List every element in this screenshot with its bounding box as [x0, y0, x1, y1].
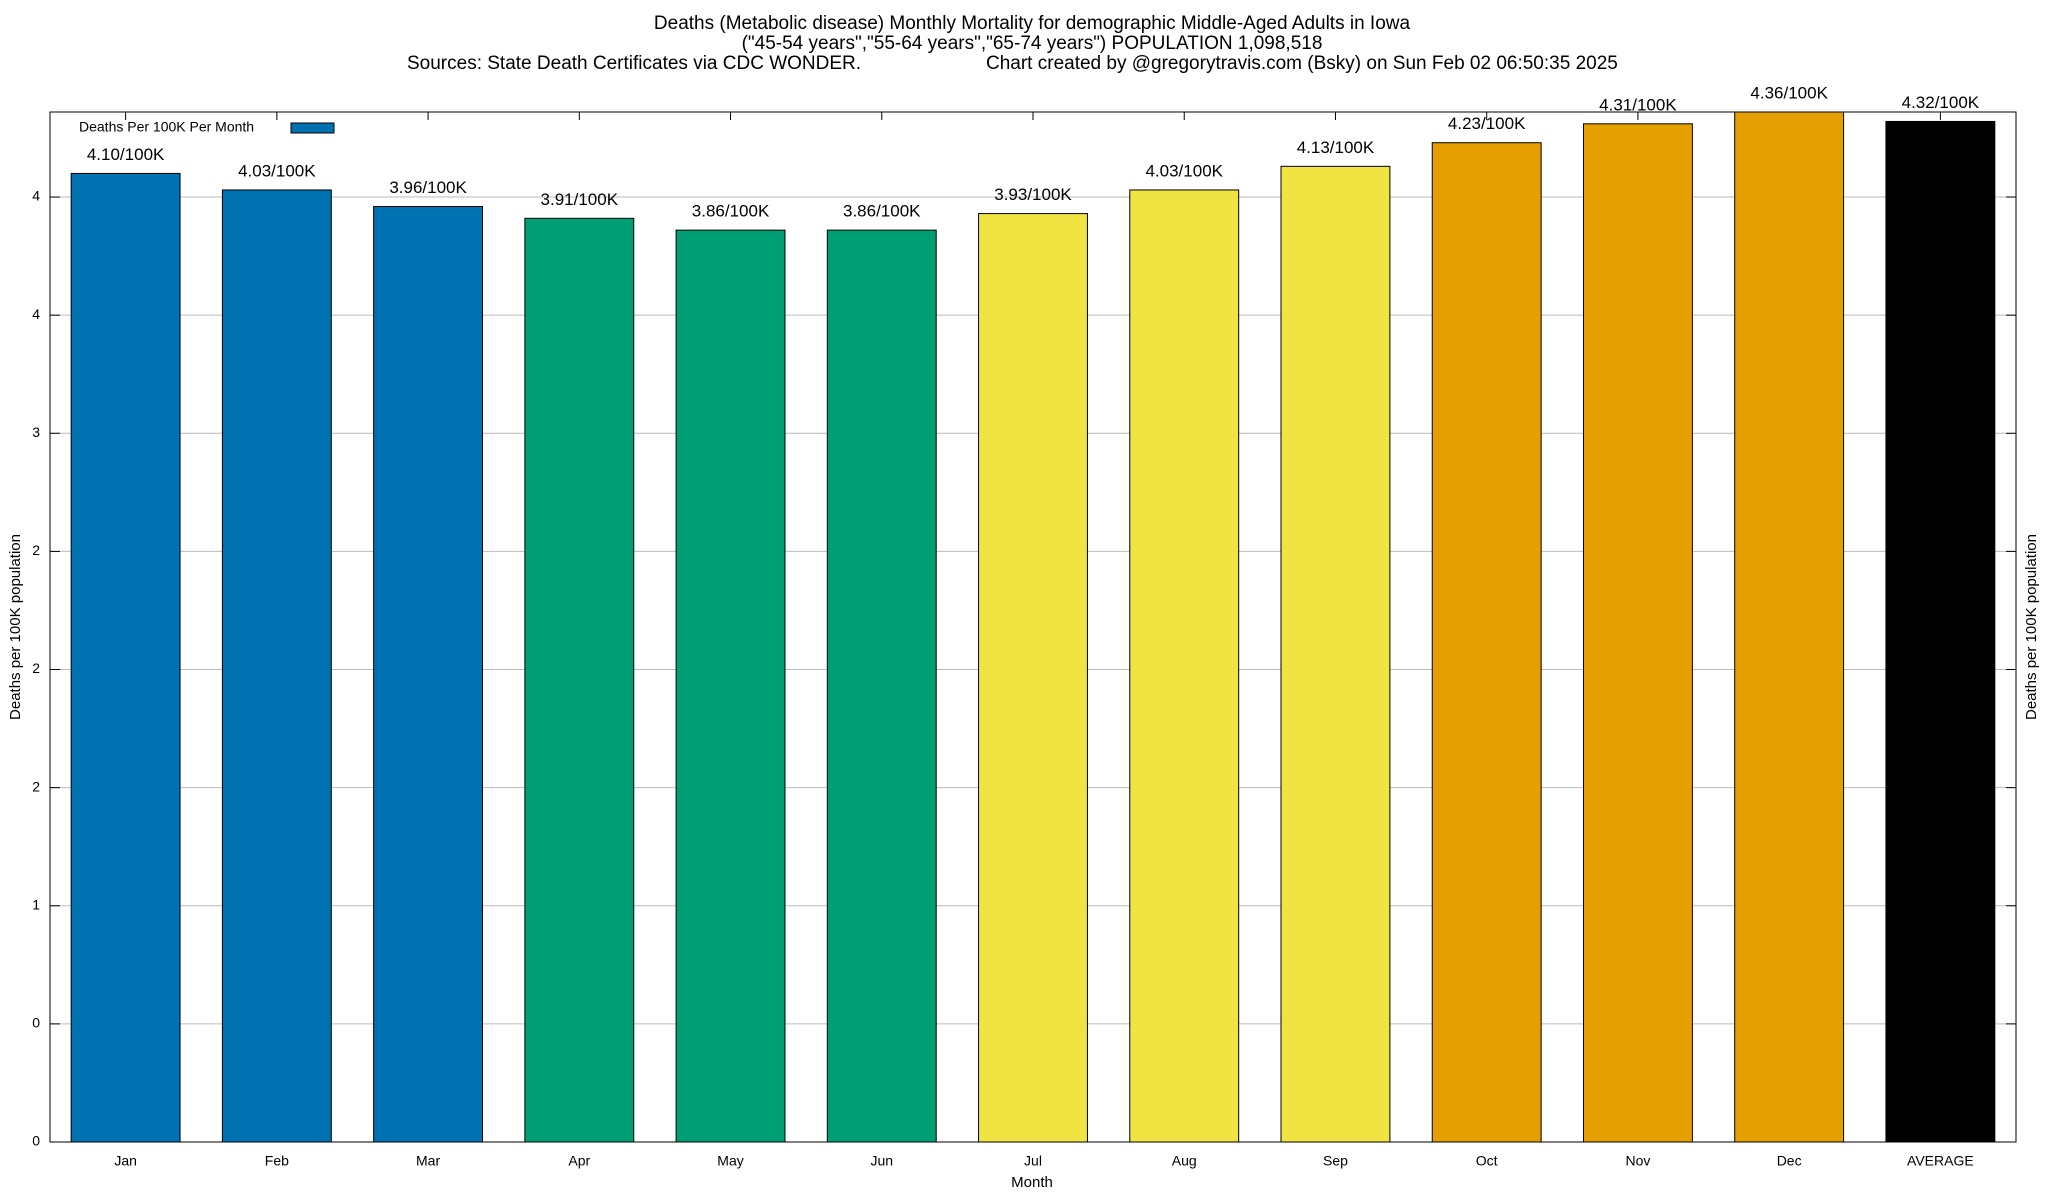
bar	[978, 213, 1088, 1143]
x-axis-label: Month	[1011, 1174, 1053, 1191]
bar	[70, 172, 181, 1143]
value-label: 4.36/100K	[1750, 83, 1828, 102]
legend-swatch	[290, 122, 335, 134]
chart-title: Deaths (Metabolic disease) Monthly Morta…	[654, 13, 1411, 34]
y-tick-label: 2	[32, 660, 40, 676]
y-tick-label: 2	[32, 542, 40, 558]
value-label: 4.31/100K	[1599, 95, 1677, 114]
bar	[675, 229, 786, 1143]
y-tick-label: 1	[32, 896, 40, 912]
bar	[373, 205, 484, 1143]
y-tick-label: 3	[32, 424, 40, 440]
value-label: 4.32/100K	[1902, 93, 1980, 112]
value-label: 4.10/100K	[87, 145, 165, 164]
bar	[1582, 123, 1693, 1143]
x-tick-label: Mar	[416, 1153, 440, 1169]
value-label: 4.23/100K	[1448, 114, 1526, 133]
value-label: 3.93/100K	[994, 185, 1072, 204]
legend-label: Deaths Per 100K Per Month	[79, 119, 254, 135]
x-tick-label: Aug	[1172, 1153, 1197, 1169]
value-label: 4.03/100K	[1145, 161, 1223, 180]
bar	[1734, 111, 1845, 1143]
y-tick-label: 2	[32, 778, 40, 794]
y-tick-label: 4	[32, 188, 40, 204]
y2-axis-label: Deaths per 100K population	[2023, 534, 2040, 720]
bar	[826, 229, 937, 1143]
bar	[1885, 120, 1996, 1143]
value-label: 3.91/100K	[541, 190, 619, 209]
x-tick-label: Oct	[1476, 1153, 1498, 1169]
x-tick-label: AVERAGE	[1907, 1153, 1974, 1169]
value-label: 4.13/100K	[1297, 138, 1375, 157]
bar	[1280, 165, 1391, 1143]
y-tick-label: 4	[32, 306, 40, 322]
x-tick-label: Jan	[114, 1153, 137, 1169]
y-tick-label: 0	[32, 1015, 40, 1031]
x-tick-label: Feb	[265, 1153, 289, 1169]
x-tick-label: Dec	[1777, 1153, 1802, 1169]
value-label: 3.86/100K	[692, 202, 770, 221]
value-label: 4.03/100K	[238, 161, 316, 180]
x-tick-label: Sep	[1323, 1153, 1348, 1169]
source: Sources: State Death Certificates via CD…	[407, 53, 861, 74]
x-tick-label: May	[717, 1153, 743, 1169]
credit: Chart created by @gregorytravis.com (Bsk…	[986, 53, 1618, 74]
plot-frame	[49, 111, 2017, 1143]
x-tick-label: Jun	[870, 1153, 893, 1169]
y-tick-label: 0	[32, 1133, 40, 1149]
bar	[1431, 142, 1542, 1143]
x-tick-label: Nov	[1625, 1153, 1650, 1169]
value-label: 3.96/100K	[389, 178, 467, 197]
bar	[221, 189, 332, 1143]
bar	[524, 217, 635, 1143]
value-label: 3.86/100K	[843, 202, 921, 221]
bar	[1129, 189, 1240, 1143]
y-axis-label: Deaths per 100K population	[7, 534, 24, 720]
x-tick-label: Jul	[1024, 1153, 1042, 1169]
chart-subtitle: ("45-54 years","55-64 years","65-74 year…	[742, 33, 1323, 54]
x-tick-label: Apr	[568, 1153, 590, 1169]
